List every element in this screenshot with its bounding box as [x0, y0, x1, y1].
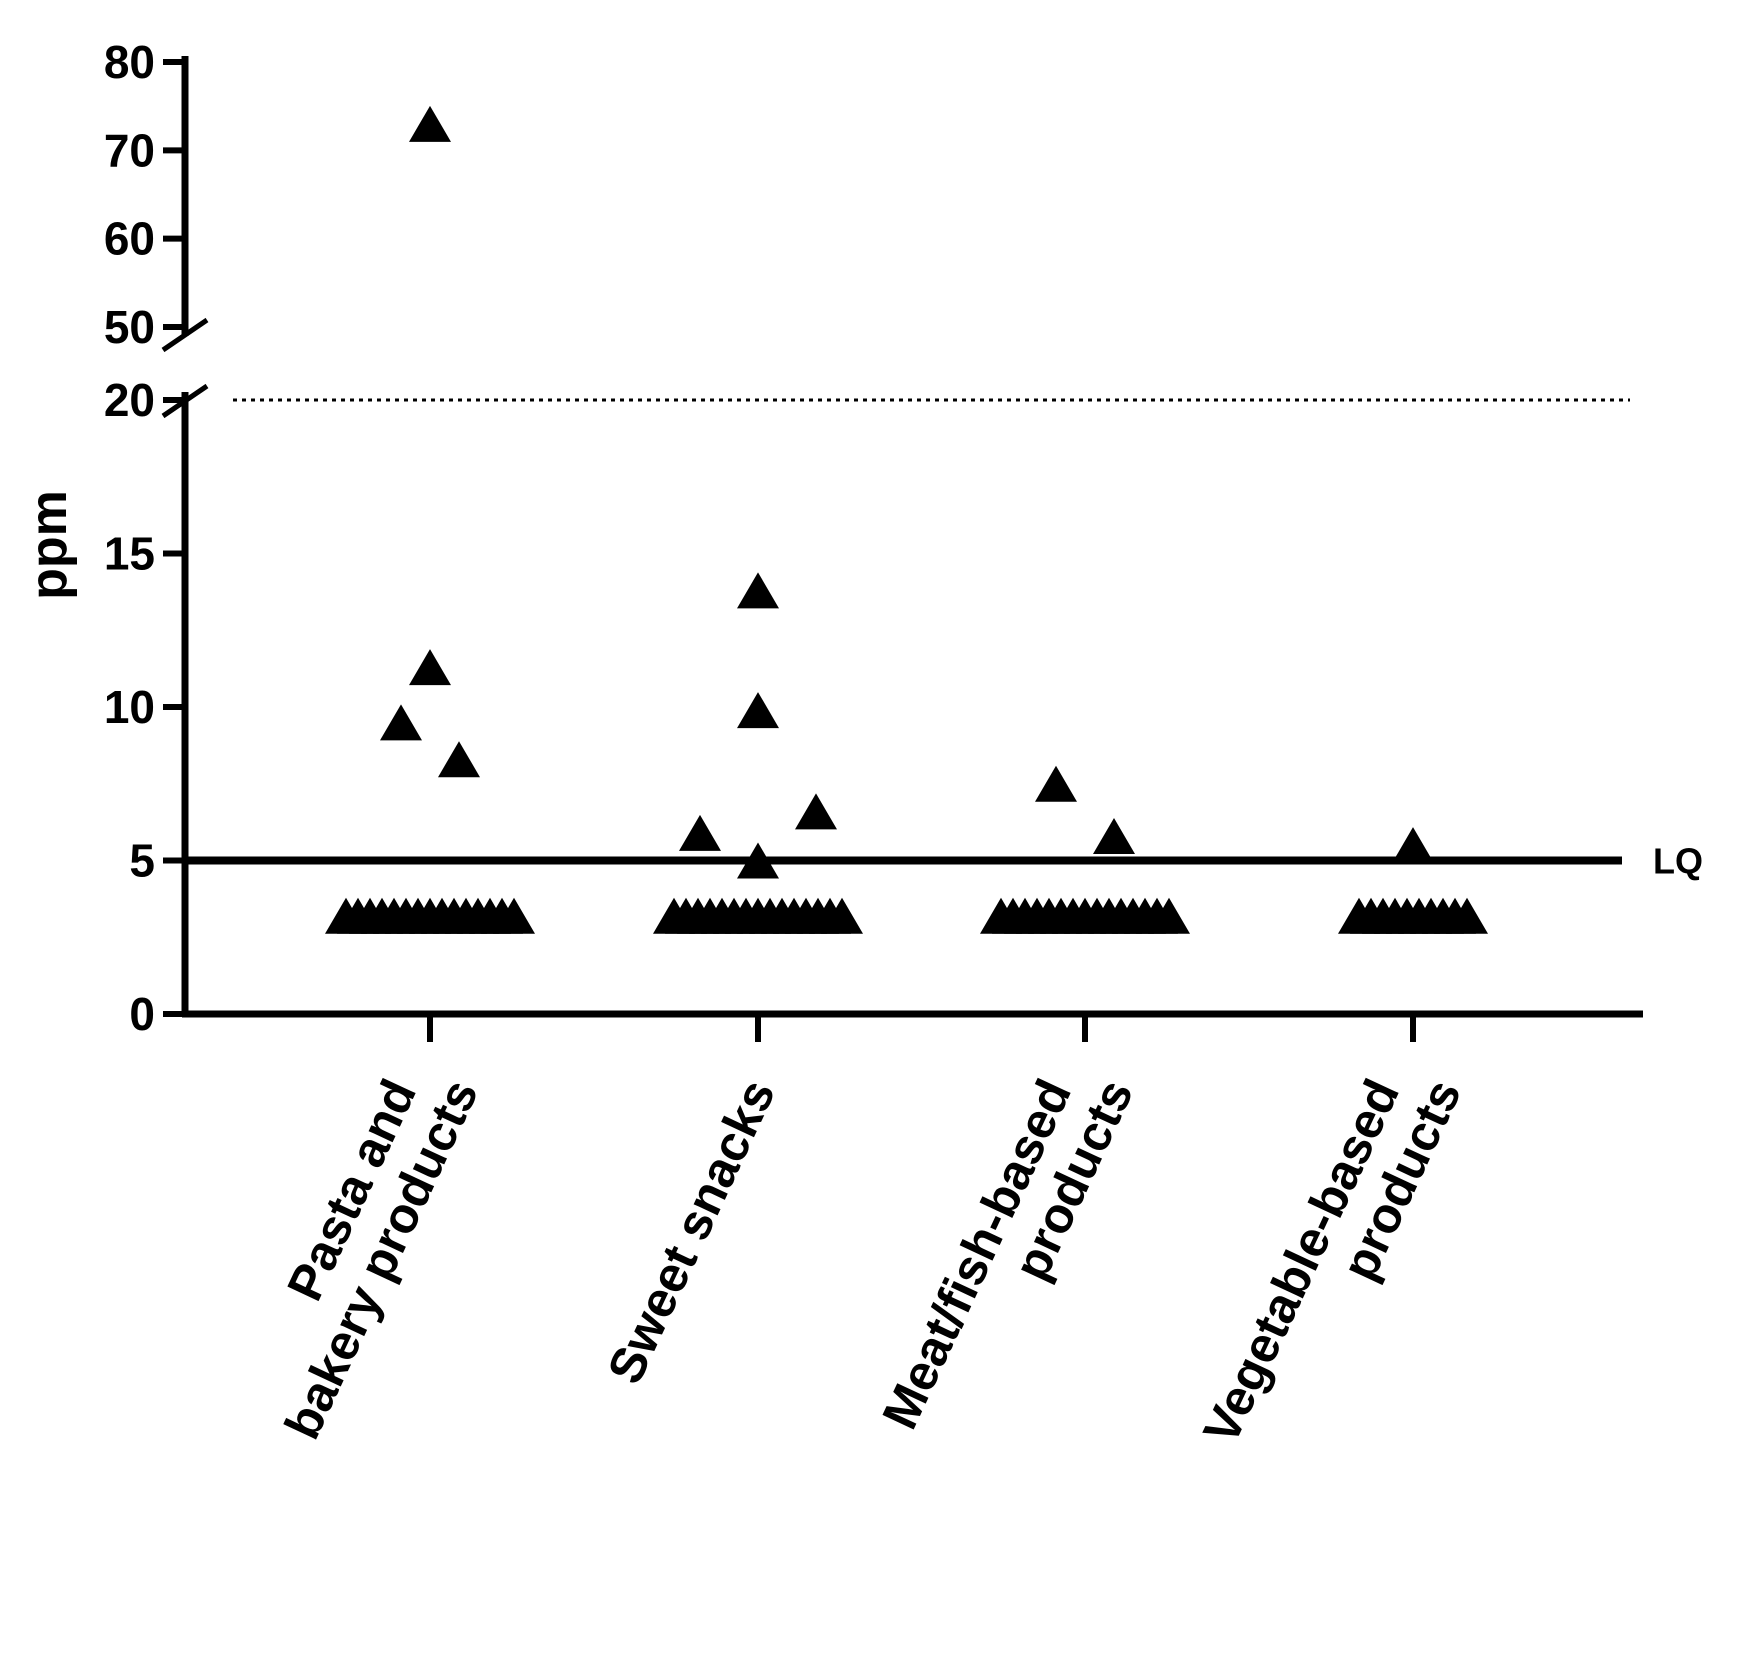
data-point-triangle: [1093, 817, 1135, 854]
data-points: [325, 105, 1488, 934]
y-upper-tick-label: 50: [104, 301, 155, 353]
data-point-triangle: [409, 649, 451, 686]
reference-line-label: LQ: [1653, 841, 1703, 882]
y-upper-tick-label: 80: [104, 36, 155, 88]
y-upper-tick-label: 60: [104, 213, 155, 265]
reference-lines: LQ: [185, 398, 1703, 882]
data-point-triangle: [679, 814, 721, 851]
axis-break-mark-upper: [161, 317, 209, 353]
data-point-triangle: [1392, 827, 1434, 864]
y-lower-tick-label: 0: [129, 988, 155, 1040]
y-lower-tick-label: 5: [129, 835, 155, 887]
data-point-triangle: [737, 842, 779, 879]
data-point-triangle: [1035, 765, 1077, 802]
below-lq-triangle: [493, 897, 535, 934]
data-point-triangle: [409, 105, 451, 142]
below-lq-triangle: [1446, 897, 1488, 934]
y-upper-tick-label: 70: [104, 124, 155, 176]
y-axis-title: ppm: [20, 490, 78, 600]
below-lq-triangle: [821, 897, 863, 934]
data-point-triangle: [737, 572, 779, 609]
below-lq-triangle: [1148, 897, 1190, 934]
data-point-triangle: [438, 741, 480, 778]
category-label: Sweet snacks: [597, 1071, 786, 1392]
axes: 0 5 10 15 20 50 60 70 80 ppm: [20, 36, 1643, 1042]
y-lower-tick-label: 20: [104, 374, 155, 426]
y-lower-tick-label: 10: [104, 681, 155, 733]
y-lower-tick-label: 15: [104, 528, 155, 580]
data-point-triangle: [380, 704, 422, 741]
data-point-triangle: [795, 793, 837, 830]
data-point-triangle: [737, 692, 779, 729]
